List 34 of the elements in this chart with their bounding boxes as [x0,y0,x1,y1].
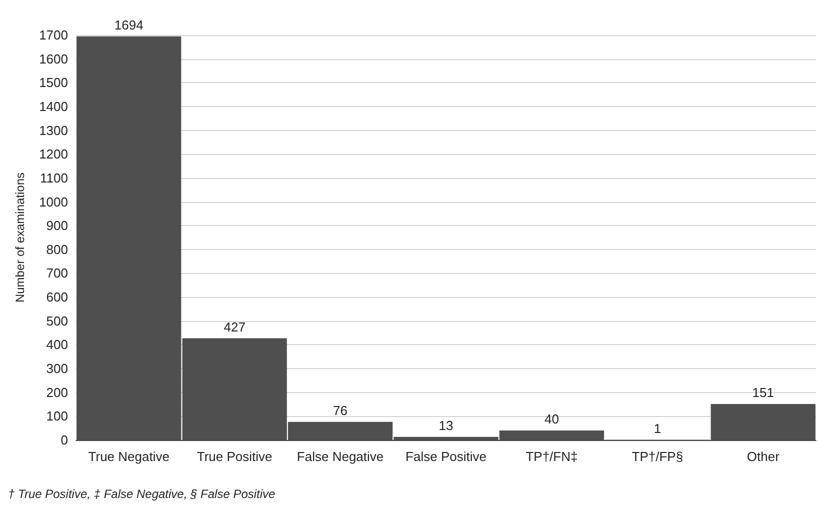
y-tick-label: 1000 [39,194,68,210]
y-tick-label: 1600 [39,51,68,66]
y-tick-label: 800 [46,242,68,257]
data-label: 1694 [114,17,144,32]
x-tick-label: TP†/FP§ [632,449,684,464]
data-label: 1 [654,420,662,436]
data-label: 76 [333,402,348,418]
y-tick-label: 900 [46,218,68,234]
y-tick-label: 1200 [39,146,68,162]
data-label: 151 [752,385,774,400]
y-tick-label: 400 [46,337,68,352]
y-axis-title: Number of examinations [13,172,27,303]
x-tick-label: True Negative [88,449,170,464]
x-tick-label: False Positive [406,449,486,464]
y-tick-label: 1400 [39,98,68,114]
text: † True Positive, ‡ False Negative, § False Positive [8,487,276,501]
data-label: 40 [544,411,559,426]
x-tick-label: True Positive [196,449,272,464]
x-tick-label: False Negative [296,449,384,464]
y-tick-label: 300 [46,361,68,376]
y-tick-label: 1100 [40,170,68,186]
y-tick-label: 200 [46,384,68,400]
y-tick-label: 1500 [39,75,68,90]
y-tick-label: 700 [46,266,68,281]
y-tick-label: 100 [46,408,68,424]
x-tick-label: Other [746,449,780,464]
x-tick-label: TP†/FN‡ [526,449,578,464]
y-tick-label: 600 [46,290,68,305]
y-tick-label: 1700 [39,28,68,42]
data-label: 13 [438,418,454,433]
y-tick-label: 500 [46,313,68,328]
data-label: 427 [224,319,246,334]
y-tick-label: 1300 [39,122,68,138]
y-tick-label: 0 [60,432,68,448]
